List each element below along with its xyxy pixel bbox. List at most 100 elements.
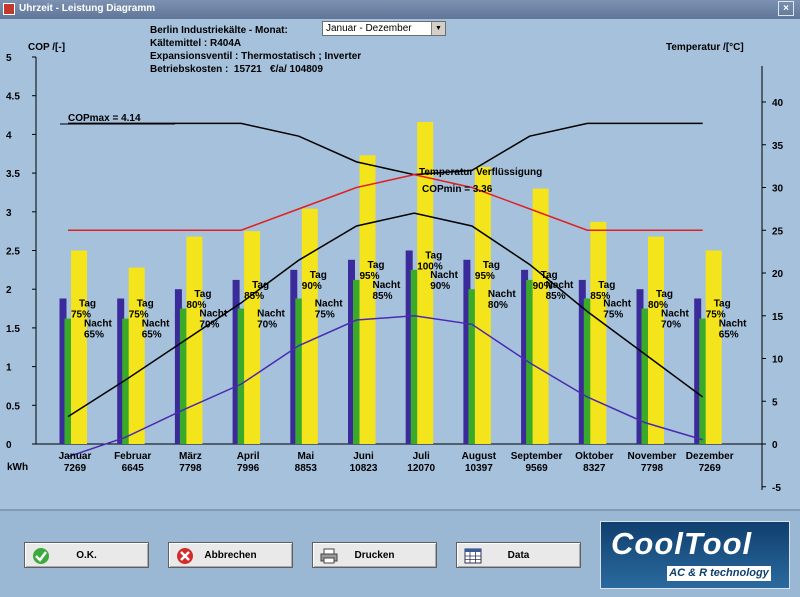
bar-nacht <box>353 279 362 444</box>
left-tick-label: 2 <box>6 285 12 296</box>
bar-tag <box>417 122 434 445</box>
tag-percent: 90% <box>302 281 322 292</box>
nacht-percent: 70% <box>199 320 219 331</box>
nacht-label: Nacht <box>430 270 458 281</box>
condensing-temp-annotation: Temperatur Verflüssigung <box>419 167 542 178</box>
print-button[interactable]: Drucken <box>312 542 437 568</box>
bar-total <box>694 298 702 444</box>
month-label: Dezember <box>686 451 734 462</box>
tag-percent: 85% <box>590 291 610 302</box>
data-button[interactable]: Data <box>456 542 581 568</box>
tag-percent: 75% <box>129 309 149 320</box>
bar-nacht <box>699 318 709 444</box>
left-tick-label: 3.5 <box>6 169 20 180</box>
table-icon <box>464 548 482 564</box>
left-tick-label: 1.5 <box>6 324 20 335</box>
month-label: November <box>628 451 677 462</box>
nacht-label: Nacht <box>719 319 747 330</box>
bar-tag <box>648 236 664 444</box>
checkmark-icon <box>33 548 49 564</box>
month-label: Januar <box>59 451 92 462</box>
nacht-percent: 75% <box>315 309 335 320</box>
cancel-button[interactable]: Abbrechen <box>168 542 293 568</box>
left-tick-label: 0.5 <box>6 401 20 412</box>
chevron-down-icon[interactable]: ▼ <box>431 22 445 35</box>
nacht-label: Nacht <box>315 298 343 309</box>
left-tick-label: 5 <box>6 53 12 64</box>
ok-button-label: O.K. <box>76 550 97 561</box>
nacht-label: Nacht <box>142 319 170 330</box>
bar-nacht <box>583 298 593 444</box>
right-tick-label: -5 <box>772 483 781 494</box>
bar-total <box>232 279 240 444</box>
bar-tag <box>532 188 549 444</box>
right-tick-label: 0 <box>772 440 778 451</box>
nacht-label: Nacht <box>488 289 516 300</box>
kwh-value: 7798 <box>179 463 202 474</box>
close-button[interactable]: × <box>778 1 794 16</box>
copmin-annotation: COPmin = 3.36 <box>422 184 493 195</box>
left-tick-label: 3 <box>6 208 12 219</box>
right-axis-title: Temperatur /[°C] <box>666 42 744 53</box>
bar-total <box>463 259 471 444</box>
right-tick-label: 5 <box>772 397 778 408</box>
month-select[interactable]: Januar - Dezember ▼ <box>322 21 446 36</box>
nacht-percent: 65% <box>142 330 162 341</box>
month-label: März <box>179 451 202 462</box>
left-tick-label: 0 <box>6 440 12 451</box>
tag-label: Tag <box>656 289 673 300</box>
nacht-percent: 65% <box>719 330 739 341</box>
bar-nacht <box>468 289 478 444</box>
bar-total <box>348 259 355 444</box>
bar-total <box>578 279 586 444</box>
bar-nacht <box>237 308 247 444</box>
nacht-percent: 70% <box>661 320 681 331</box>
tag-percent: 80% <box>186 300 206 311</box>
kwh-value: 12070 <box>407 463 435 474</box>
month-label: Juni <box>353 451 374 462</box>
performance-chart: 0 0.5 1 1.5 2 2.5 3 3.5 4 4.5 5 -5 0 5 10 15 20 25 30 35 40 T… <box>6 53 784 494</box>
left-tick-label: 4 <box>6 130 12 141</box>
nacht-label: Nacht <box>257 309 285 320</box>
tag-percent: 95% <box>360 271 380 282</box>
bar-nacht <box>295 298 305 444</box>
tag-label: Tag <box>194 289 211 300</box>
bar-total <box>59 298 67 444</box>
cancel-icon <box>177 548 193 564</box>
info-location: Berlin Industriekälte - Monat: <box>150 25 288 36</box>
cooltool-logo: CoolTool AC & R technology <box>600 521 790 589</box>
nacht-percent: 90% <box>430 281 450 292</box>
ok-button[interactable]: O.K. <box>24 542 149 568</box>
nacht-percent: 85% <box>373 291 393 302</box>
left-tick-label: 2.5 <box>6 247 20 258</box>
nacht-percent: 65% <box>84 330 104 341</box>
month-label: September <box>511 451 563 462</box>
line-series-2 <box>67 212 704 418</box>
bar-total <box>405 250 413 444</box>
kwh-value: 7996 <box>237 463 260 474</box>
bar-total <box>117 298 125 444</box>
bar-total <box>521 269 529 444</box>
month-label: April <box>237 451 260 462</box>
right-tick-label: 25 <box>772 226 784 237</box>
right-tick-label: 35 <box>772 141 784 152</box>
tag-label: Tag <box>541 270 558 281</box>
tag-percent: 75% <box>71 309 91 320</box>
info-refrigerant: Kältemittel : R404A <box>150 38 242 49</box>
bar-total <box>290 269 298 444</box>
bar-total <box>174 289 182 444</box>
kwh-value: 6645 <box>122 463 145 474</box>
title-bar: Uhrzeit - Leistung Diagramm × <box>0 0 800 19</box>
nacht-percent: 70% <box>257 320 277 331</box>
nacht-percent: 85% <box>546 291 566 302</box>
bar-nacht <box>64 318 74 444</box>
kwh-label: kWh <box>7 462 29 473</box>
window-title: Uhrzeit - Leistung Diagramm <box>19 3 156 14</box>
month-label: Juli <box>413 451 430 462</box>
bar-nacht <box>179 308 189 444</box>
right-tick-label: 10 <box>772 355 784 366</box>
kwh-value: 10823 <box>350 463 378 474</box>
month-label: Februar <box>114 451 151 462</box>
left-tick-label: 4.5 <box>6 92 20 103</box>
tag-percent: 75% <box>706 309 726 320</box>
